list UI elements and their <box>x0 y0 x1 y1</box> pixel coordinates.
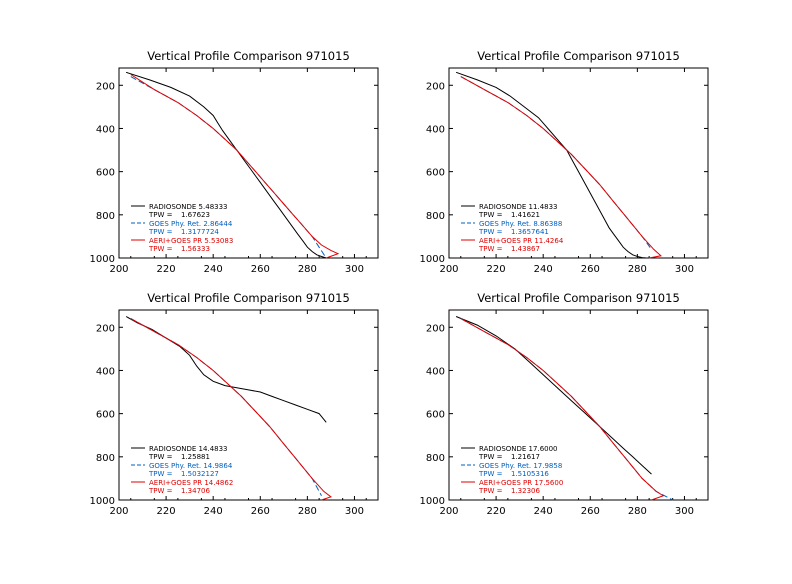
x-tick-label: 280 <box>628 264 647 275</box>
chart-title: Vertical Profile Comparison 971015 <box>477 49 680 63</box>
legend-label: GOES Phy. Ret. 8.86388 <box>479 220 562 228</box>
y-tick-label: 400 <box>96 366 115 377</box>
x-tick-label: 220 <box>157 506 176 517</box>
y-tick-label: 200 <box>426 323 445 334</box>
x-tick-label: 260 <box>581 264 600 275</box>
x-tick-label: 240 <box>204 506 223 517</box>
series-line-3 <box>460 76 662 259</box>
y-tick-label: 1000 <box>420 496 445 507</box>
legend-label: AERI+GOES PR 11.4264 <box>479 237 564 245</box>
y-tick-label: 600 <box>96 410 115 421</box>
legend-tpw-value: 1.56333 <box>181 245 210 253</box>
y-tick-label: 200 <box>96 81 115 92</box>
legend-tpw-label: TPW = <box>148 228 173 236</box>
legend-tpw-label: TPW = <box>478 245 503 253</box>
y-tick-label: 400 <box>426 366 445 377</box>
x-tick-label: 240 <box>534 264 553 275</box>
y-tick-label: 600 <box>426 410 445 421</box>
series-line-3 <box>130 318 332 501</box>
x-tick-label: 280 <box>298 506 317 517</box>
legend-tpw-label: TPW = <box>478 228 503 236</box>
x-tick-label: 200 <box>439 264 458 275</box>
y-tick-label: 600 <box>426 168 445 179</box>
legend-tpw-label: TPW = <box>148 211 173 219</box>
x-tick-label: 260 <box>251 264 270 275</box>
series-line-3 <box>130 74 340 259</box>
legend-label: AERI+GOES PR 14.4862 <box>149 479 233 487</box>
legend-tpw-label: TPW = <box>148 453 173 461</box>
x-tick-label: 260 <box>251 506 270 517</box>
series-line-1 <box>455 316 652 475</box>
legend-tpw-value: 1.67623 <box>181 211 210 219</box>
legend-label: RADIOSONDE 11.4833 <box>479 203 558 211</box>
x-tick-label: 200 <box>109 264 128 275</box>
legend-tpw-value: 1.21617 <box>511 453 540 461</box>
legend-tpw-value: 1.5105316 <box>511 470 549 478</box>
legend-label: RADIOSONDE 14.4833 <box>149 445 228 453</box>
legend-tpw-label: TPW = <box>478 211 503 219</box>
chart-title: Vertical Profile Comparison 971015 <box>147 49 350 63</box>
y-tick-label: 800 <box>96 211 115 222</box>
legend-tpw-value: 1.25881 <box>181 453 210 461</box>
legend-tpw-value: 1.3177724 <box>181 228 219 236</box>
legend-tpw-label: TPW = <box>478 470 503 478</box>
legend-tpw-label: TPW = <box>478 487 503 495</box>
legend-label: GOES Phy. Ret. 14.9864 <box>149 462 233 470</box>
x-tick-label: 260 <box>581 506 600 517</box>
x-tick-label: 300 <box>675 264 694 275</box>
x-tick-label: 220 <box>487 506 506 517</box>
legend-tpw-value: 1.43867 <box>511 245 540 253</box>
x-tick-label: 200 <box>439 506 458 517</box>
legend-tpw-label: TPW = <box>478 453 503 461</box>
legend-label: AERI+GOES PR 5.53083 <box>149 237 233 245</box>
y-tick-label: 200 <box>96 323 115 334</box>
legend-label: RADIOSONDE 17.6000 <box>479 445 558 453</box>
x-tick-label: 200 <box>109 506 128 517</box>
legend-label: GOES Phy. Ret. 2.86444 <box>149 220 233 228</box>
x-tick-label: 280 <box>628 506 647 517</box>
y-tick-label: 200 <box>426 81 445 92</box>
y-tick-label: 1000 <box>90 496 115 507</box>
y-tick-label: 800 <box>426 453 445 464</box>
x-tick-label: 300 <box>675 506 694 517</box>
y-tick-label: 800 <box>426 211 445 222</box>
legend-label: GOES Phy. Ret. 17.9858 <box>479 462 562 470</box>
y-tick-label: 400 <box>426 124 445 135</box>
chart-title: Vertical Profile Comparison 971015 <box>147 291 350 305</box>
legend-tpw-label: TPW = <box>148 245 173 253</box>
chart-panel-2: Vertical Profile Comparison 971015 200 220… <box>420 49 709 275</box>
legend-tpw-value: 1.5032127 <box>181 470 219 478</box>
y-tick-label: 400 <box>96 124 115 135</box>
legend-tpw-value: 1.3657641 <box>511 228 549 236</box>
chart-title: Vertical Profile Comparison 971015 <box>477 291 680 305</box>
chart-panel-4: Vertical Profile Comparison 971015 200 220… <box>420 291 709 517</box>
series-line-1 <box>125 71 327 259</box>
series-line-3 <box>460 318 665 501</box>
legend-tpw-value: 1.34706 <box>181 487 210 495</box>
legend-tpw-value: 1.41621 <box>511 211 540 219</box>
y-tick-label: 1000 <box>420 254 445 265</box>
x-tick-label: 220 <box>157 264 176 275</box>
legend-label: RADIOSONDE 5.48333 <box>149 203 228 211</box>
x-tick-label: 240 <box>534 506 553 517</box>
legend-label: AERI+GOES PR 17.5600 <box>479 479 563 487</box>
x-tick-label: 220 <box>487 264 506 275</box>
legend-tpw-label: TPW = <box>148 487 173 495</box>
y-tick-label: 1000 <box>90 254 115 265</box>
chart-panel-1: Vertical Profile Comparison 971015 200 220… <box>90 49 379 275</box>
y-tick-label: 600 <box>96 168 115 179</box>
x-tick-label: 280 <box>298 264 317 275</box>
chart-panel-3: Vertical Profile Comparison 971015 200 220… <box>90 291 379 517</box>
x-tick-label: 300 <box>345 506 364 517</box>
x-tick-label: 300 <box>345 264 364 275</box>
legend-tpw-value: 1.32306 <box>511 487 540 495</box>
y-tick-label: 800 <box>96 453 115 464</box>
x-tick-label: 240 <box>204 264 223 275</box>
series-line-1 <box>455 71 652 259</box>
legend-tpw-label: TPW = <box>148 470 173 478</box>
